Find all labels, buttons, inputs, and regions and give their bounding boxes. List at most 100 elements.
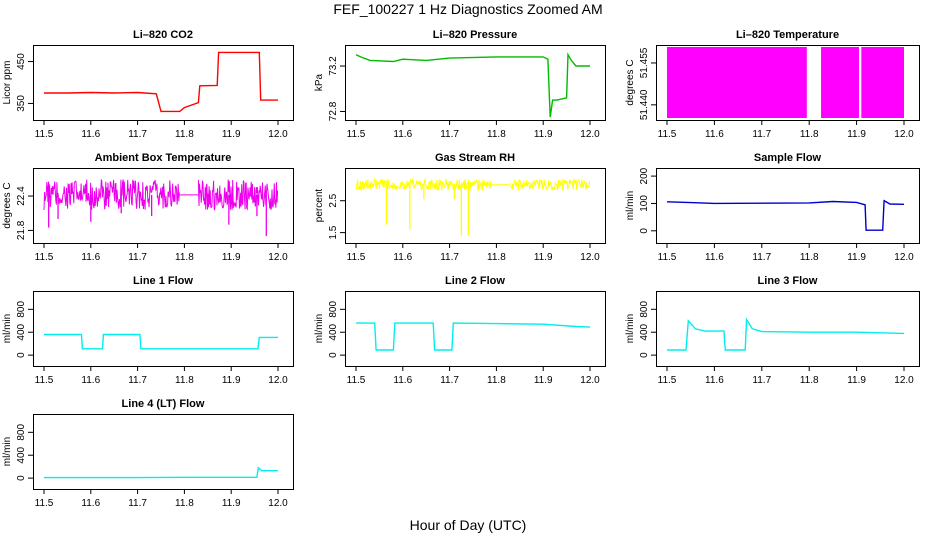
y-tick-label: 800 [328,301,339,318]
y-tick-label: 73.2 [328,56,339,76]
y-tick-label: 0 [328,352,339,358]
data-band [861,47,904,118]
x-tick-label: 11.5 [347,252,366,263]
y-tick-label: 51.440 [639,89,650,120]
y-axis-label: kPa [314,73,325,91]
panel-title: Gas Stream RH [435,152,515,164]
y-tick-label: 0 [16,352,27,358]
x-tick-label: 11.7 [440,129,459,140]
panel-frame [33,414,294,490]
y-tick-label: 2.5 [328,193,339,207]
panel-4: Ambient Box Temperature 11.5 11.6 11.7 11.8 1… [2,152,294,263]
y-tick-label: 400 [328,323,339,340]
x-tick-label: 11.7 [128,375,147,386]
plot-area [667,47,904,118]
y-tick-label: 800 [16,301,27,318]
x-tick-label: 11.6 [81,129,100,140]
y-axis-label: degrees C [2,182,13,228]
x-tick-label: 11.7 [128,498,147,509]
x-tick-label: 11.6 [705,375,724,386]
series-line [43,179,180,211]
x-tick-label: 11.6 [393,129,412,140]
x-tick-label: 11.9 [222,252,241,263]
panel-frame [345,168,606,244]
y-tick-label: 400 [16,323,27,340]
y-axis-label: degrees C [625,59,636,105]
y-tick-label: 800 [16,424,27,441]
series-line [356,322,591,351]
y-tick-label: 21.8 [16,220,27,240]
x-tick-label: 11.5 [658,252,677,263]
y-tick-label: 800 [639,301,650,318]
x-tick-label: 11.7 [752,252,771,263]
panel-title: Li–820 Temperature [736,29,839,41]
plot-area [355,177,591,236]
x-tick-label: 12.0 [268,498,288,509]
y-tick-label: 400 [639,323,650,340]
series-line [510,178,591,192]
x-tick-label: 11.6 [81,375,100,386]
y-tick-label: 200 [639,167,650,184]
panel-frame [656,291,920,367]
x-tick-label: 12.0 [894,252,914,263]
x-tick-label: 11.8 [800,252,819,263]
y-axis-label: percent [314,189,325,223]
x-tick-label: 11.9 [847,375,866,386]
x-tick-label: 11.6 [705,252,724,263]
x-tick-label: 11.8 [175,129,194,140]
y-tick-label: 450 [16,53,27,70]
x-tick-label: 11.6 [81,252,100,263]
x-tick-label: 11.7 [440,375,459,386]
panel-2: Li–820 Pressure 11.5 11.6 11.7 11.8 11.9 12.0 7… [314,29,606,140]
x-tick-label: 11.9 [534,375,553,386]
x-tick-label: 12.0 [580,252,600,263]
x-tick-label: 11.9 [222,498,241,509]
y-axis-label: ml/min [314,314,325,343]
panel-frame [33,45,294,121]
y-tick-label: 0 [16,475,27,481]
x-tick-label: 11.5 [658,129,677,140]
plot-area [355,52,590,118]
y-tick-label: 72.8 [328,101,339,121]
x-tick-label: 11.6 [81,498,100,509]
panel-frame [656,45,920,121]
x-tick-label: 11.5 [658,375,677,386]
y-axis-label: ml/min [2,314,13,343]
x-tick-label: 11.8 [487,252,506,263]
y-tick-label: 0 [639,352,650,358]
panel-title: Li–820 Pressure [433,29,517,41]
x-tick-label: 11.9 [847,252,866,263]
x-tick-label: 11.8 [487,129,506,140]
panel-title: Ambient Box Temperature [95,152,232,164]
plot-area [43,179,279,237]
x-tick-label: 11.9 [222,375,241,386]
x-tick-label: 11.5 [35,498,54,509]
series-line [667,317,905,351]
panel-9: Line 3 Flow 11.5 11.6 11.7 11.8 11.9 12.0 0 400 8… [625,275,920,386]
x-tick-label: 12.0 [894,129,914,140]
series-line [44,466,278,479]
y-axis-label: ml/min [2,437,13,466]
panel-title: Li–820 CO2 [133,29,193,41]
series-line [197,179,279,211]
series-line [44,333,278,350]
y-tick-label: 350 [16,95,27,112]
x-tick-label: 11.5 [35,375,54,386]
x-tick-label: 11.7 [128,129,147,140]
panel-title: Sample Flow [754,152,822,164]
panel-frame [33,168,294,244]
y-tick-label: 400 [16,446,27,463]
plot-area [356,322,591,351]
panel-frame [656,168,920,244]
x-tick-label: 11.7 [128,252,147,263]
panel-title: Line 3 Flow [758,275,818,287]
panel-title: Line 2 Flow [445,275,505,287]
panel-title: Line 1 Flow [133,275,193,287]
panel-8: Line 2 Flow 11.5 11.6 11.7 11.8 11.9 12.0 0 400 8… [314,275,606,386]
x-tick-label: 11.8 [175,375,194,386]
y-tick-label: 51.455 [639,47,650,78]
panel-frame [345,291,606,367]
plot-area [666,199,905,231]
plot-area [44,333,278,350]
